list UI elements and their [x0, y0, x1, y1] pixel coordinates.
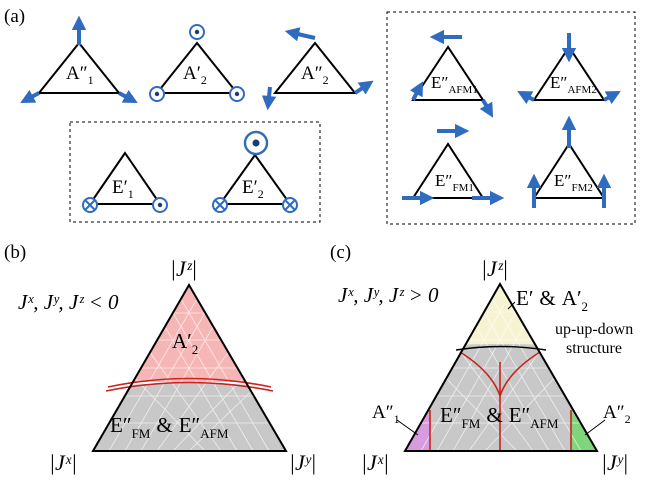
panel-label-c: (c) [330, 242, 351, 263]
region-label-e-fm-afm-b: E″FM & E″AFM [110, 413, 229, 441]
phase-boundary [429, 351, 572, 451]
spin-arrow-icon [261, 27, 374, 111]
mode-e-afm1: E″AFM1 [409, 29, 494, 118]
svg-text:A″2: A″2 [301, 63, 329, 87]
spin-out-of-plane-icon [152, 197, 168, 213]
spin-arrow-icon [402, 123, 505, 206]
condition-c: Jˣ, Jʸ, Jᶻ > 0 [338, 283, 439, 307]
svg-text:A′2: A′2 [183, 63, 207, 87]
region-label-a2-prime: A′2 [172, 329, 198, 357]
annotation-line-2: structure [566, 340, 622, 357]
spin-arrow-icon [409, 29, 494, 118]
mode-a2-prime: A′2 [149, 24, 245, 102]
spin-into-plane-icon [212, 197, 298, 213]
region-label-a1-double-prime: A″1 [372, 402, 400, 426]
region-label-e-a2-prime: E′ & A′2 [516, 286, 588, 314]
mode-a2-double-prime: A″2 [261, 27, 374, 111]
spin-out-of-plane-icon [243, 130, 269, 156]
spin-into-plane-icon [82, 197, 98, 213]
corner-label-top-b: |Jᶻ| [170, 256, 197, 281]
svg-text:E″AFM1: E″AFM1 [431, 73, 478, 96]
svg-text:E′2: E′2 [242, 177, 264, 201]
mode-e-fm2: E″FM2 [526, 115, 612, 208]
svg-text:E″AFM2: E″AFM2 [550, 73, 597, 96]
annotation-pointer [396, 419, 419, 436]
svg-text:E″FM2: E″FM2 [554, 171, 593, 194]
corner-label-top-c: |Jᶻ| [481, 256, 508, 281]
annotation-pointer [507, 301, 516, 310]
corner-label-right-c: |Jʸ| [601, 450, 628, 475]
condition-b: Jˣ, Jʸ, Jᶻ < 0 [18, 290, 119, 314]
corner-label-right-b: |Jʸ| [289, 450, 316, 475]
spin-arrow-icon [20, 15, 138, 104]
corner-label-left-c: |Jˣ| [361, 450, 389, 475]
svg-text:A″1: A″1 [66, 63, 94, 87]
mode-e-fm1: E″FM1 [402, 123, 505, 206]
corner-label-left-b: |Jˣ| [49, 450, 77, 475]
annotation-line-1: up-up-down [555, 321, 633, 338]
mode-e2-prime: E′2 [212, 130, 298, 213]
svg-text:E′1: E′1 [112, 177, 134, 201]
mode-e1-prime: E′1 [82, 151, 168, 213]
annotation-pointer [584, 419, 606, 436]
panel-label-b: (b) [4, 242, 26, 263]
panel-label-a: (a) [4, 6, 25, 27]
phase-boundary [107, 377, 272, 388]
region-label-a2-double-prime: A″2 [603, 402, 631, 426]
spin-out-of-plane-icon [149, 24, 245, 102]
spin-arrow-icon [517, 33, 621, 105]
phase-boundary [105, 381, 274, 392]
e-double-prime-group-box [386, 11, 636, 225]
region-label-e-fm-afm-c: E″FM & E″AFM [440, 403, 559, 431]
region-e-fm-afm [93, 383, 286, 451]
svg-text:E″FM1: E″FM1 [435, 171, 474, 194]
mode-a1-double-prime: A″1 [20, 15, 138, 104]
spin-arrow-icon [526, 115, 612, 208]
e-prime-group-box [69, 121, 321, 223]
mode-e-afm2: E″AFM2 [517, 33, 621, 105]
